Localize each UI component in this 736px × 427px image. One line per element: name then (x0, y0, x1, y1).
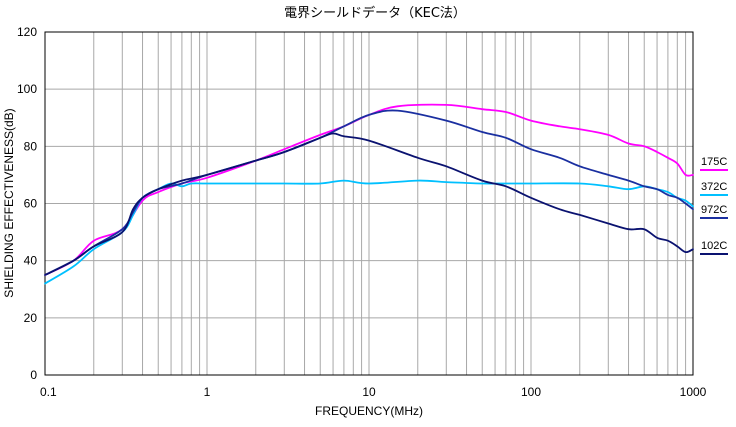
x-axis-title: FREQUENCY(MHz) (315, 404, 423, 418)
chart-title: 電界シールドデータ（KEC法） (284, 5, 466, 21)
legend-label-372C: 372C (701, 181, 727, 193)
legend-label-175C: 175C (701, 156, 727, 168)
y-axis-title: SHIELDING EFFECTIVENESS(dB) (2, 108, 16, 297)
y-tick-label: 0 (30, 368, 37, 382)
x-tick-label: 100 (521, 385, 541, 399)
y-tick-label: 120 (17, 25, 37, 39)
y-tick-label: 40 (24, 254, 38, 268)
series-line-102C (44, 132, 694, 276)
x-tick-label: 1000 (680, 385, 707, 399)
y-tick-label: 80 (24, 139, 38, 153)
series-lines (44, 103, 694, 285)
y-axis-tick-labels: 0 20 40 60 80 100 120 (17, 25, 37, 382)
series-line-175C (44, 103, 694, 276)
y-tick-label: 20 (24, 311, 38, 325)
x-axis-tick-labels: 0.1 1 10 100 1000 (40, 385, 707, 399)
legend: 175C 372C 972C 102C (700, 156, 728, 255)
x-tick-label: 10 (362, 385, 376, 399)
x-tick-label: 0.1 (40, 385, 57, 399)
plot-frame (44, 31, 694, 376)
x-tick-label: 1 (204, 385, 211, 399)
legend-label-102C: 102C (701, 240, 727, 252)
y-tick-label: 100 (17, 82, 37, 96)
legend-label-972C: 972C (701, 204, 727, 216)
y-tick-label: 60 (24, 197, 38, 211)
gridlines (45, 32, 693, 375)
